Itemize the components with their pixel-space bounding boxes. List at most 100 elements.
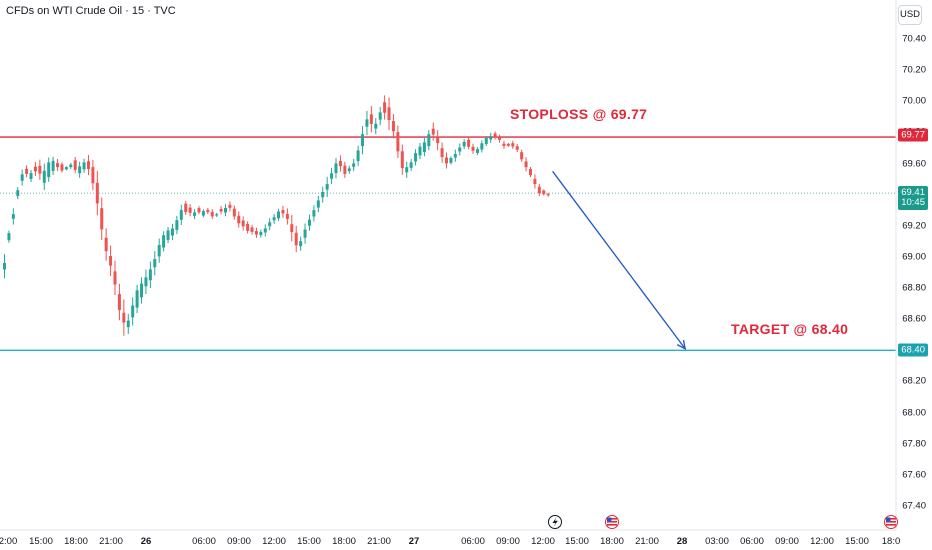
candle — [498, 134, 502, 143]
candle-body — [78, 166, 82, 174]
candle — [56, 159, 60, 172]
candle-body — [206, 209, 210, 213]
candle — [533, 174, 537, 189]
time-tick: 27 — [408, 536, 420, 547]
candle — [232, 205, 236, 220]
candle-body — [453, 153, 457, 158]
candle — [20, 169, 24, 186]
candle-body — [528, 168, 532, 176]
candle — [162, 231, 166, 252]
candle-body — [299, 241, 303, 247]
candle-body — [3, 263, 6, 270]
candle — [38, 159, 42, 180]
price-tick: 67.80 — [902, 438, 926, 450]
candle-body — [400, 151, 404, 169]
candle — [285, 208, 289, 225]
price-tick: 70.20 — [902, 64, 926, 76]
candle-body — [184, 203, 188, 213]
candle-body — [224, 207, 227, 213]
candle-body — [409, 162, 413, 168]
candle — [347, 165, 351, 174]
candle — [224, 204, 227, 217]
candle-body — [69, 164, 73, 168]
us-flag-icon[interactable] — [605, 515, 619, 529]
candle-body — [259, 232, 263, 236]
candle — [175, 215, 179, 235]
price-tick: 70.00 — [902, 95, 926, 107]
arrow-head — [676, 339, 687, 350]
candle — [299, 236, 303, 251]
candle-body — [56, 163, 60, 168]
candle-body — [7, 233, 11, 241]
candle — [502, 140, 506, 149]
candle — [334, 158, 338, 179]
stoploss-label[interactable]: STOPLOSS @ 69.77 — [510, 106, 648, 122]
candle-body — [334, 163, 338, 174]
price-tick: 68.80 — [902, 282, 926, 294]
candle — [60, 162, 64, 173]
candle — [91, 160, 95, 191]
price-tick: 68.00 — [902, 407, 926, 419]
candle-body — [188, 207, 192, 213]
candle-body — [175, 220, 179, 230]
projection-arrow[interactable] — [552, 170, 687, 350]
time-tick: 09:00 — [227, 536, 251, 547]
time-tick: 18:00 — [600, 536, 624, 547]
candle — [524, 157, 528, 172]
candle — [78, 161, 82, 178]
candle-body — [325, 184, 329, 190]
candle — [206, 207, 210, 215]
candle — [3, 254, 6, 279]
candle — [361, 126, 365, 155]
currency-button[interactable]: USD — [898, 5, 922, 25]
candle — [493, 131, 497, 140]
candle-body — [285, 214, 289, 219]
target-label[interactable]: TARGET @ 68.40 — [731, 321, 849, 337]
candle-body — [338, 160, 342, 167]
candle — [188, 204, 192, 217]
candle — [69, 162, 73, 169]
candle — [33, 161, 37, 177]
candle — [64, 166, 68, 171]
candle — [140, 277, 144, 304]
candle — [82, 158, 86, 173]
candle-body — [294, 232, 298, 246]
candle — [113, 260, 117, 296]
candle-body — [347, 168, 351, 172]
candle-body — [391, 121, 395, 132]
candle-body — [20, 174, 24, 181]
candle-body — [250, 227, 254, 232]
candle-body — [241, 220, 245, 227]
candle — [520, 149, 524, 162]
candle-body — [246, 223, 250, 231]
candle-body — [47, 162, 51, 178]
candle-body — [458, 147, 462, 152]
candle — [210, 209, 214, 220]
candle-body — [343, 165, 347, 174]
lightning-icon[interactable] — [548, 515, 562, 529]
candle-body — [100, 208, 104, 230]
candle — [453, 149, 457, 162]
candle-body — [157, 245, 161, 257]
time-tick: 18:00 — [64, 536, 88, 547]
candle-body — [414, 153, 418, 162]
candle — [365, 110, 369, 136]
candle — [215, 212, 219, 217]
time-tick: 21:00 — [367, 536, 391, 547]
candle — [445, 152, 448, 169]
candle-body — [162, 235, 166, 248]
candle-body — [484, 137, 488, 144]
candle-body — [228, 204, 232, 208]
candle — [391, 114, 395, 139]
last-price-value: 69.41 — [901, 187, 925, 198]
arrow-shaft — [552, 170, 686, 350]
us-flag-icon[interactable] — [884, 515, 898, 529]
candle-body — [95, 182, 99, 204]
candle-body — [170, 228, 174, 236]
candle-body — [91, 167, 95, 184]
symbol-title[interactable]: CFDs on WTI Crude Oil · 15 · TVC — [6, 5, 176, 17]
time-tick: 06:00 — [461, 536, 485, 547]
candle-body — [356, 150, 360, 162]
time-tick: 09:00 — [496, 536, 520, 547]
